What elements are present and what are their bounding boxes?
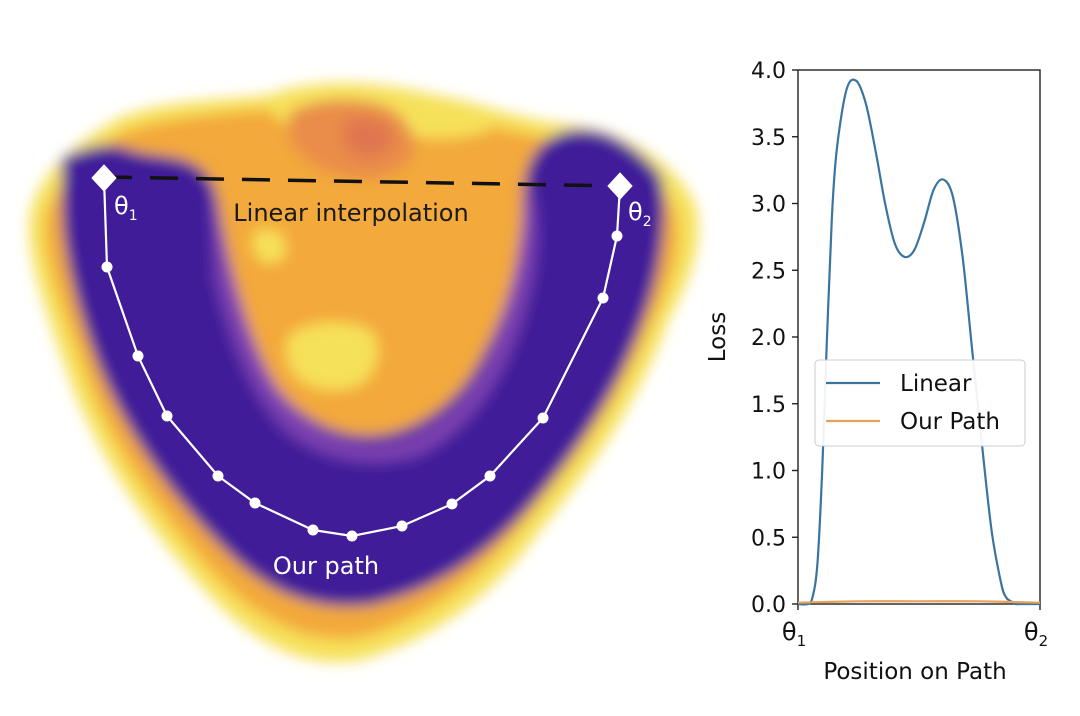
- y-tick-label: 4.0: [751, 59, 786, 84]
- legend-box: [814, 359, 1026, 447]
- x-tick-label: θ1: [782, 618, 806, 650]
- x-tick-label: θ2: [1024, 618, 1048, 650]
- legend-label-linear: Linear: [900, 371, 972, 397]
- our-path-label: Our path: [273, 552, 379, 580]
- path-point: [484, 470, 496, 482]
- theta1-label: θ1: [114, 192, 138, 224]
- linear-interpolation-line: [103, 175, 621, 188]
- loss-landscape: θ1 θ2 Linear interpolation Our path: [29, 83, 699, 662]
- x-axis: θ1 θ2: [782, 604, 1048, 650]
- y-tick-label: 0.0: [751, 593, 786, 618]
- y-tick-label: 3.5: [751, 126, 786, 151]
- loss-chart: 0.0 0.5 1.0 1.5 2.0 2.5 3.0 3.5 4.0 θ1 θ2 Loss Po…: [705, 59, 1048, 685]
- y-tick-label: 2.5: [751, 259, 786, 284]
- path-point: [249, 497, 261, 509]
- path-point: [132, 350, 144, 362]
- y-axis-label: Loss: [705, 312, 731, 362]
- y-tick-label: 2.0: [751, 326, 786, 351]
- theta2-diamond: [607, 172, 633, 200]
- path-point: [307, 524, 319, 536]
- y-tick-label: 1.5: [751, 393, 786, 418]
- y-tick-label: 0.5: [751, 526, 786, 551]
- x-axis-label: Position on Path: [823, 659, 1006, 685]
- path-point: [212, 470, 224, 482]
- legend-label-our-path: Our Path: [900, 409, 1000, 435]
- path-point: [537, 412, 549, 424]
- path-point: [396, 520, 408, 532]
- linear-interpolation-label: Linear interpolation: [233, 199, 468, 227]
- y-axis: 0.0 0.5 1.0 1.5 2.0 2.5 3.0 3.5 4.0: [751, 59, 798, 618]
- landscape-yellow-spot-left: [252, 228, 287, 264]
- theta1-diamond: [91, 164, 117, 192]
- landscape-yellow-spot-mid: [286, 322, 379, 391]
- series-lines: [797, 78, 1041, 606]
- landscape-peak-core: [343, 117, 393, 158]
- y-tick-label: 1.0: [751, 460, 786, 485]
- plot-frame: [797, 69, 1041, 605]
- theta2-label: θ2: [628, 198, 652, 230]
- path-point: [446, 498, 458, 510]
- path-point: [346, 530, 358, 542]
- path-point: [597, 292, 609, 304]
- y-tick-label: 3.0: [751, 193, 786, 218]
- series-line-linear: [797, 78, 1040, 606]
- legend: Linear Our Path: [814, 359, 1026, 447]
- our-path: [101, 177, 623, 542]
- path-point: [161, 410, 173, 422]
- landscape-purple-valley: [61, 130, 665, 607]
- path-point: [611, 230, 623, 242]
- landscape-fill: [29, 83, 699, 662]
- path-point: [101, 261, 113, 273]
- series-line-our-path: [797, 600, 1041, 604]
